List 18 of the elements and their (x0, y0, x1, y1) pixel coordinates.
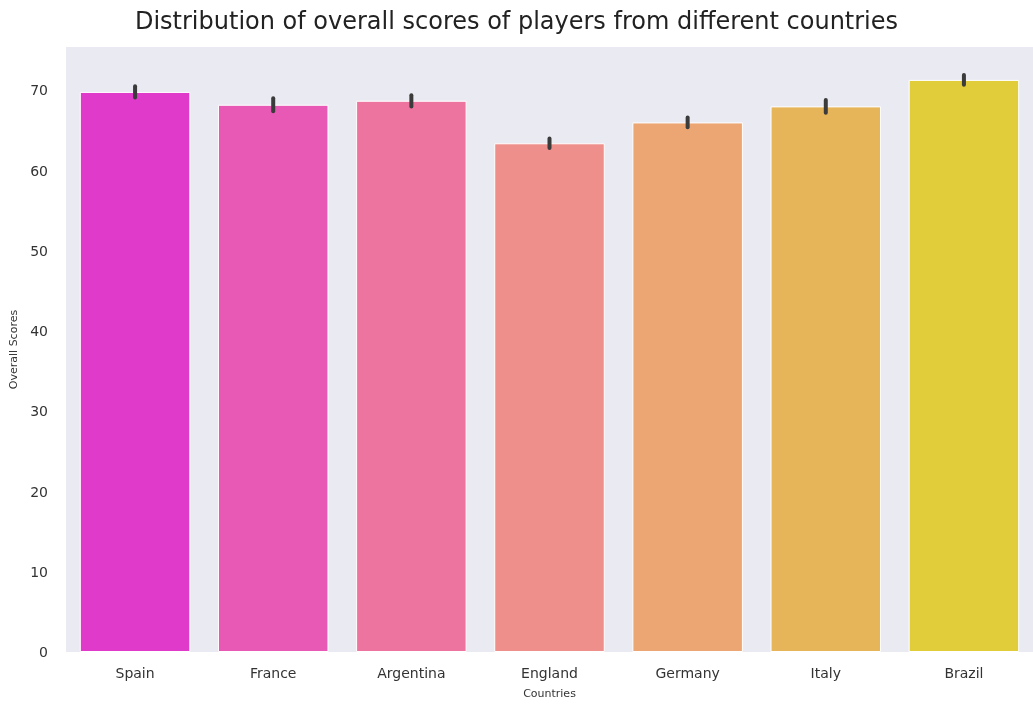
y-tick-label: 10 (30, 563, 48, 580)
y-tick-label: 20 (30, 483, 48, 500)
y-tick-label: 70 (30, 82, 48, 99)
x-axis-title: Countries (523, 687, 577, 700)
x-tick-label: Brazil (944, 665, 984, 681)
y-tick-label: 0 (39, 644, 48, 660)
x-tick-label: Argentina (377, 665, 446, 681)
y-tick-label: 40 (30, 323, 48, 340)
chart-title: Distribution of overall scores of players from different countries (134, 7, 899, 35)
y-tick-label: 30 (30, 403, 48, 420)
y-axis-title: Overall Scores (7, 309, 21, 390)
x-tick-label: Italy (810, 665, 841, 681)
y-tick-label: 60 (30, 162, 48, 179)
y-tick-label: 50 (30, 242, 48, 259)
x-tick-label: England (521, 665, 578, 681)
x-tick-label: Spain (115, 665, 155, 681)
x-tick-label: France (249, 665, 297, 681)
x-tick-label: Germany (655, 665, 720, 681)
